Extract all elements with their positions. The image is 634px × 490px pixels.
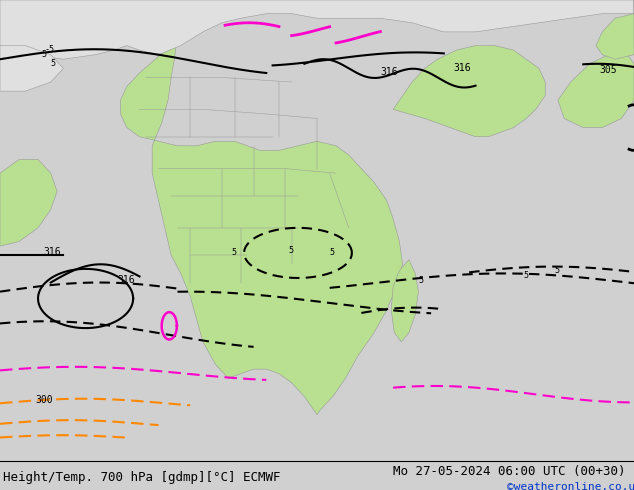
Polygon shape xyxy=(391,260,418,342)
Text: -5: -5 xyxy=(44,46,55,54)
Polygon shape xyxy=(0,0,634,59)
Polygon shape xyxy=(0,160,57,246)
Text: Height/Temp. 700 hPa [gdmp][°C] ECMWF: Height/Temp. 700 hPa [gdmp][°C] ECMWF xyxy=(3,471,281,485)
Text: 316: 316 xyxy=(117,274,135,285)
Polygon shape xyxy=(558,55,634,127)
Polygon shape xyxy=(596,0,634,59)
Text: 316: 316 xyxy=(380,67,398,77)
Text: 305: 305 xyxy=(599,65,617,75)
Text: 5: 5 xyxy=(51,59,56,68)
Text: 316: 316 xyxy=(453,63,471,73)
Text: 5: 5 xyxy=(418,275,424,285)
Polygon shape xyxy=(0,46,63,91)
Text: 5: 5 xyxy=(288,246,294,255)
Text: 300: 300 xyxy=(35,395,53,405)
Text: 5: 5 xyxy=(41,50,46,59)
Polygon shape xyxy=(120,2,403,415)
Text: ©weatheronline.co.uk: ©weatheronline.co.uk xyxy=(507,482,634,490)
Text: 316: 316 xyxy=(43,247,61,257)
Polygon shape xyxy=(393,46,545,137)
Text: 5: 5 xyxy=(231,248,236,257)
Text: 5: 5 xyxy=(523,271,528,280)
Text: 5: 5 xyxy=(330,248,335,257)
Text: 5: 5 xyxy=(555,267,560,275)
Text: Mo 27-05-2024 06:00 UTC (00+30): Mo 27-05-2024 06:00 UTC (00+30) xyxy=(393,465,626,478)
